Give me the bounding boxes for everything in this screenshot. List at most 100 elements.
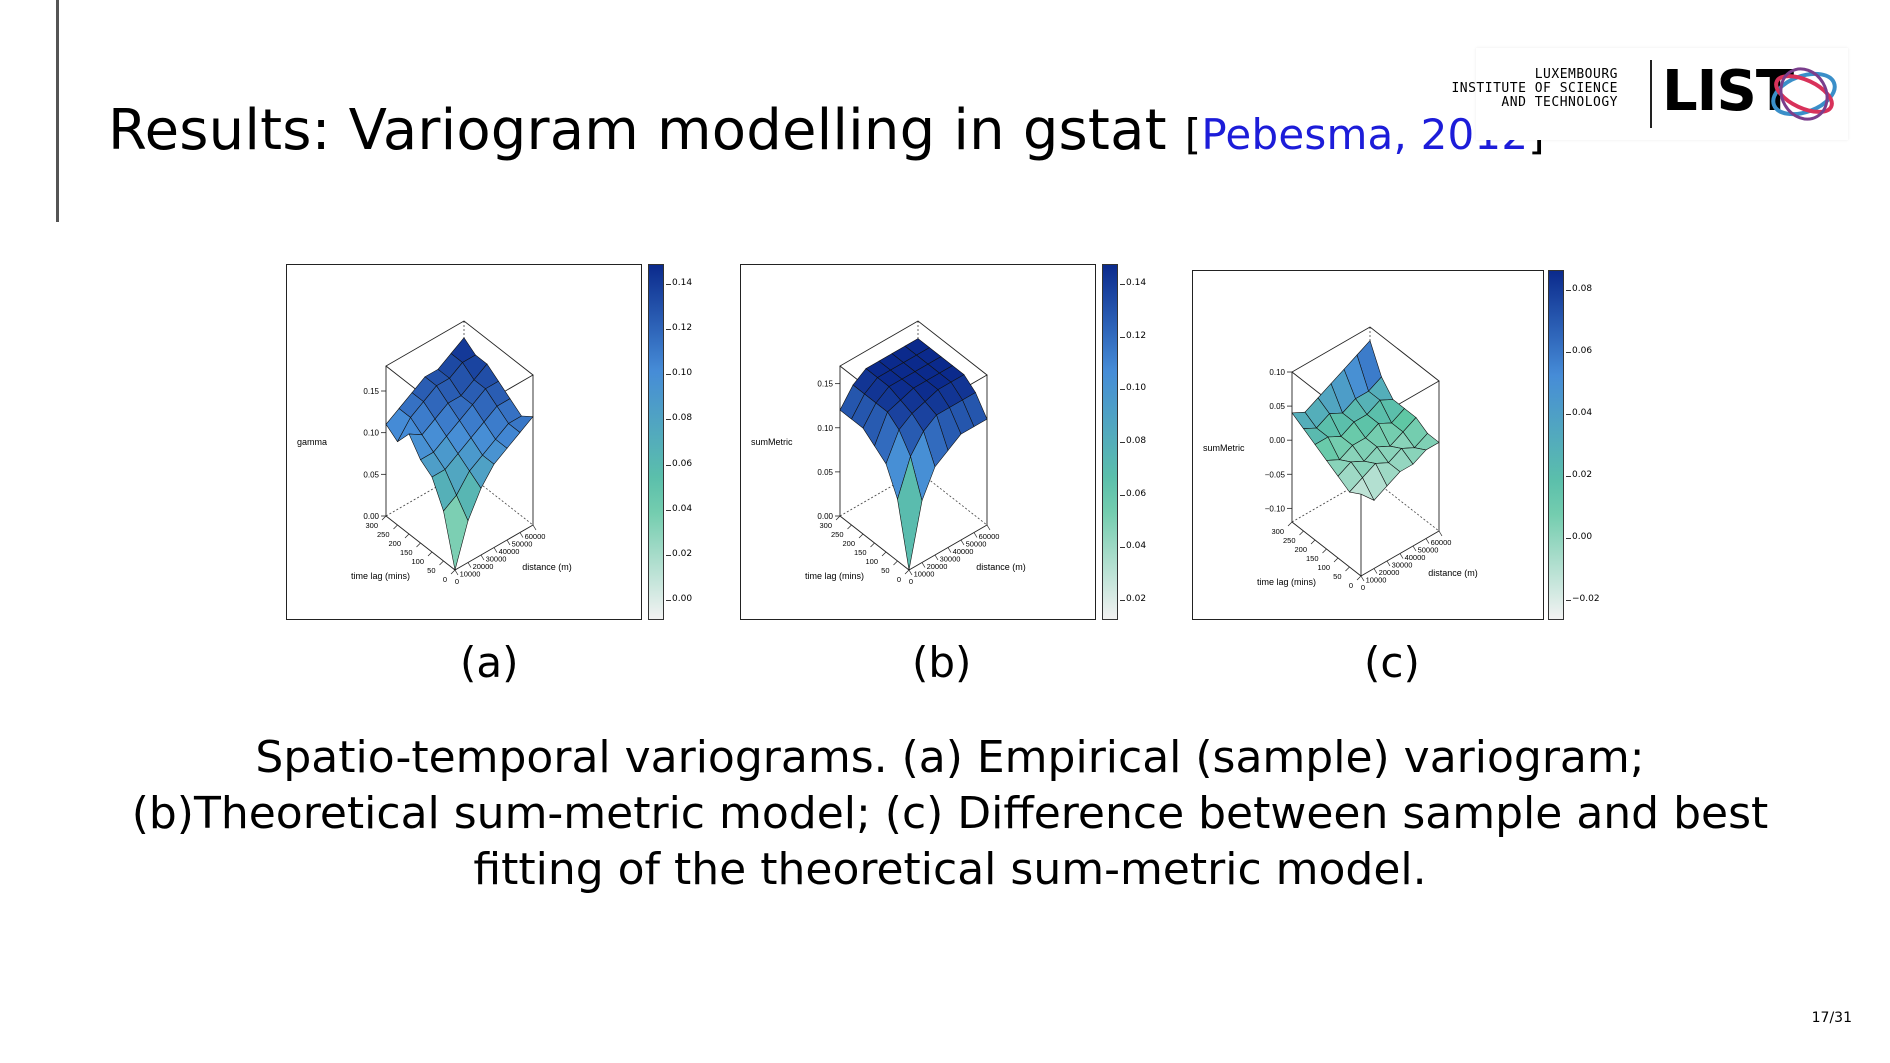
logo-separator bbox=[1650, 60, 1652, 128]
z-tick-label: 0.05 bbox=[363, 470, 379, 479]
surface-plot-b: 0.00 0.05 0.10 0.15 sumMetric 0 50100150200250… bbox=[751, 320, 1026, 586]
z-tick-label: 0.00 bbox=[1269, 436, 1285, 445]
box-back-edge bbox=[1291, 476, 1371, 523]
box-back-edge bbox=[1369, 476, 1440, 532]
panel-c-plot: −0.10 −0.05 0.00 0.05 0.10 sumMetric 0 50 100 150… bbox=[1192, 270, 1544, 620]
surface bbox=[1291, 340, 1440, 501]
distance-tick-label: 40000 bbox=[499, 547, 520, 556]
time-axis-label: time lag (mins) bbox=[351, 571, 410, 581]
time-tick bbox=[1322, 548, 1327, 554]
z-axis: 0.00 0.05 0.10 0.15 sumMetric bbox=[751, 380, 840, 521]
z-axis: −0.10 −0.05 0.00 0.05 0.10 sumMetric bbox=[1203, 368, 1292, 513]
logo-line2: INSTITUTE OF SCIENCE bbox=[1451, 81, 1618, 96]
colorbar-tick-label: 0.06 bbox=[1565, 346, 1593, 356]
box-top bbox=[1291, 326, 1440, 427]
box-back-edge bbox=[385, 470, 465, 517]
time-tick-label: 100 bbox=[865, 557, 878, 566]
distance-tick-label: 20000 bbox=[1379, 568, 1400, 577]
distance-tick bbox=[960, 539, 965, 546]
colorbar-tick-label: 0.10 bbox=[665, 368, 693, 379]
z-tick-label: −0.10 bbox=[1265, 504, 1286, 513]
citation-open: [ bbox=[1184, 110, 1202, 159]
distance-tick-label: 30000 bbox=[486, 555, 507, 564]
distance-tick-label: 60000 bbox=[525, 532, 546, 541]
colorbar-tick-label: 0.06 bbox=[665, 458, 693, 469]
z-tick-label: 0.05 bbox=[1269, 402, 1285, 411]
distance-tick bbox=[1399, 553, 1404, 559]
distance-tick-label: 10000 bbox=[914, 570, 935, 579]
panel-label-a: (a) bbox=[460, 638, 519, 687]
figure-caption: Spatio-temporal variograms. (a) Empirica… bbox=[131, 732, 1769, 895]
colorbar-b bbox=[1102, 264, 1118, 620]
time-tick-label: 250 bbox=[831, 530, 844, 539]
distance-tick bbox=[519, 532, 524, 538]
colorbar-tick-label: 0.00 bbox=[665, 594, 693, 604]
colorbar-c bbox=[1548, 270, 1564, 620]
panel-label-b: (b) bbox=[912, 638, 972, 687]
distance-tick bbox=[973, 532, 978, 538]
surface-cell bbox=[897, 455, 923, 571]
surface-plot-c: −0.10 −0.05 0.00 0.05 0.10 sumMetric 0 50100150… bbox=[1203, 326, 1478, 592]
time-tick-label: 200 bbox=[388, 539, 401, 548]
panel-a-plot: 0.00 0.05 0.10 0.15 gamma 0 50 100 150 200 250 300 t… bbox=[286, 264, 642, 620]
distance-tick bbox=[1360, 575, 1365, 582]
time-axis-label: time lag (mins) bbox=[805, 571, 864, 581]
distance-tick-label: 10000 bbox=[1366, 576, 1387, 585]
time-tick-label: 200 bbox=[1294, 545, 1307, 554]
title-text: Results: Variogram modelling in gstat bbox=[108, 98, 1167, 163]
colorbar-tick-label: 0.14 bbox=[665, 278, 693, 288]
time-tick-label: 50 bbox=[427, 566, 435, 575]
distance-tick bbox=[1425, 538, 1430, 544]
logo-institute-text: LUXEMBOURG INSTITUTE OF SCIENCE AND TECH… bbox=[1451, 68, 1618, 110]
time-tick-label: 50 bbox=[1333, 572, 1341, 581]
z-axis-label: sumMetric bbox=[751, 437, 793, 447]
colorbar-tick-label: 0.12 bbox=[1119, 330, 1147, 341]
time-tick bbox=[1310, 539, 1316, 545]
surface bbox=[839, 338, 988, 571]
distance-tick bbox=[493, 547, 498, 553]
citation-link[interactable]: Pebesma, 2012 bbox=[1201, 110, 1529, 159]
time-tick-label: 300 bbox=[819, 521, 832, 530]
colorbar-tick-label: 0.12 bbox=[665, 323, 693, 334]
z-tick-label: 0.15 bbox=[363, 387, 379, 396]
distance-tick bbox=[1386, 560, 1391, 567]
time-tick-label: 0 bbox=[443, 575, 447, 584]
distance-tick-label: 40000 bbox=[953, 547, 974, 556]
time-tick bbox=[439, 560, 444, 566]
colorbar-a bbox=[648, 264, 664, 620]
distance-axis-label: distance (m) bbox=[976, 562, 1026, 572]
logo-line1: LUXEMBOURG bbox=[1534, 67, 1618, 82]
box-top bbox=[385, 320, 534, 421]
time-tick-label: 150 bbox=[400, 548, 413, 557]
time-tick bbox=[427, 551, 433, 557]
z-tick-label: 0.05 bbox=[817, 468, 833, 477]
distance-tick-label: 20000 bbox=[473, 562, 494, 571]
list-logo: LUXEMBOURG INSTITUTE OF SCIENCE AND TECH… bbox=[1451, 48, 1848, 140]
z-axis-label: sumMetric bbox=[1203, 443, 1245, 453]
distance-tick-label: 30000 bbox=[940, 555, 961, 564]
time-tick bbox=[416, 542, 421, 548]
time-tick bbox=[870, 542, 875, 548]
colorbar-tick-label: 0.00 bbox=[1565, 532, 1593, 542]
distance-tick-label: 50000 bbox=[966, 540, 987, 549]
box-back-edge bbox=[839, 470, 919, 517]
time-tick bbox=[881, 551, 887, 557]
distance-axis-label: distance (m) bbox=[1428, 568, 1478, 578]
time-tick-label: 0 bbox=[897, 575, 901, 584]
colorbar-tick-label: 0.02 bbox=[1565, 470, 1593, 480]
time-tick-label: 250 bbox=[377, 530, 390, 539]
time-tick bbox=[847, 524, 852, 530]
distance-tick-label: 0 bbox=[1361, 583, 1365, 592]
time-tick-label: 150 bbox=[1306, 554, 1319, 563]
colorbar-tick-label: 0.04 bbox=[1119, 541, 1147, 552]
logo-wordmark: LIST bbox=[1662, 59, 1794, 124]
time-tick-label: 300 bbox=[365, 521, 378, 530]
distance-tick bbox=[532, 524, 537, 531]
time-tick-label: 250 bbox=[1283, 536, 1296, 545]
colorbar-tick-label: 0.08 bbox=[665, 413, 693, 424]
distance-tick-label: 30000 bbox=[1392, 561, 1413, 570]
logo-line3: AND TECHNOLOGY bbox=[1501, 95, 1618, 110]
